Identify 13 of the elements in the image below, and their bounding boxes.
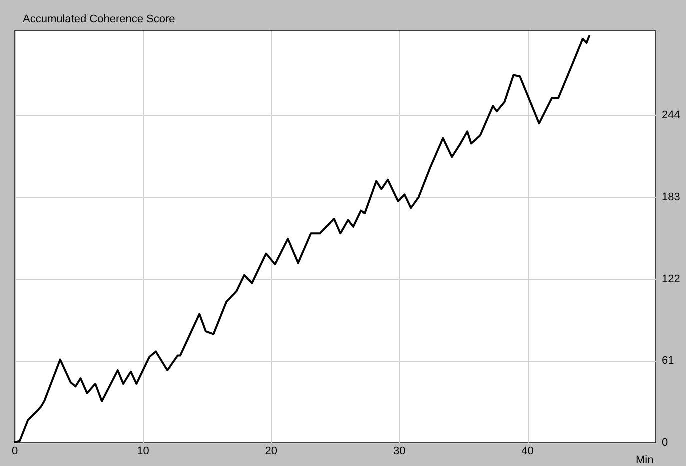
y-tick-label: 244 xyxy=(662,110,680,122)
x-tick-label: 30 xyxy=(393,446,406,458)
y-tick-label: 61 xyxy=(662,355,674,368)
y-tick-label: 183 xyxy=(662,191,680,204)
x-tick-label: 0 xyxy=(12,446,18,458)
x-tick-label: 20 xyxy=(265,446,278,458)
y-tick-label: 122 xyxy=(662,273,680,286)
x-tick-label: 40 xyxy=(522,446,534,458)
x-tick-label: 10 xyxy=(137,446,150,458)
chart-title: Accumulated Coherence Score xyxy=(23,14,176,26)
x-axis-title: Min xyxy=(636,454,654,466)
y-tick-label: 0 xyxy=(662,437,668,449)
line-series xyxy=(14,35,590,444)
